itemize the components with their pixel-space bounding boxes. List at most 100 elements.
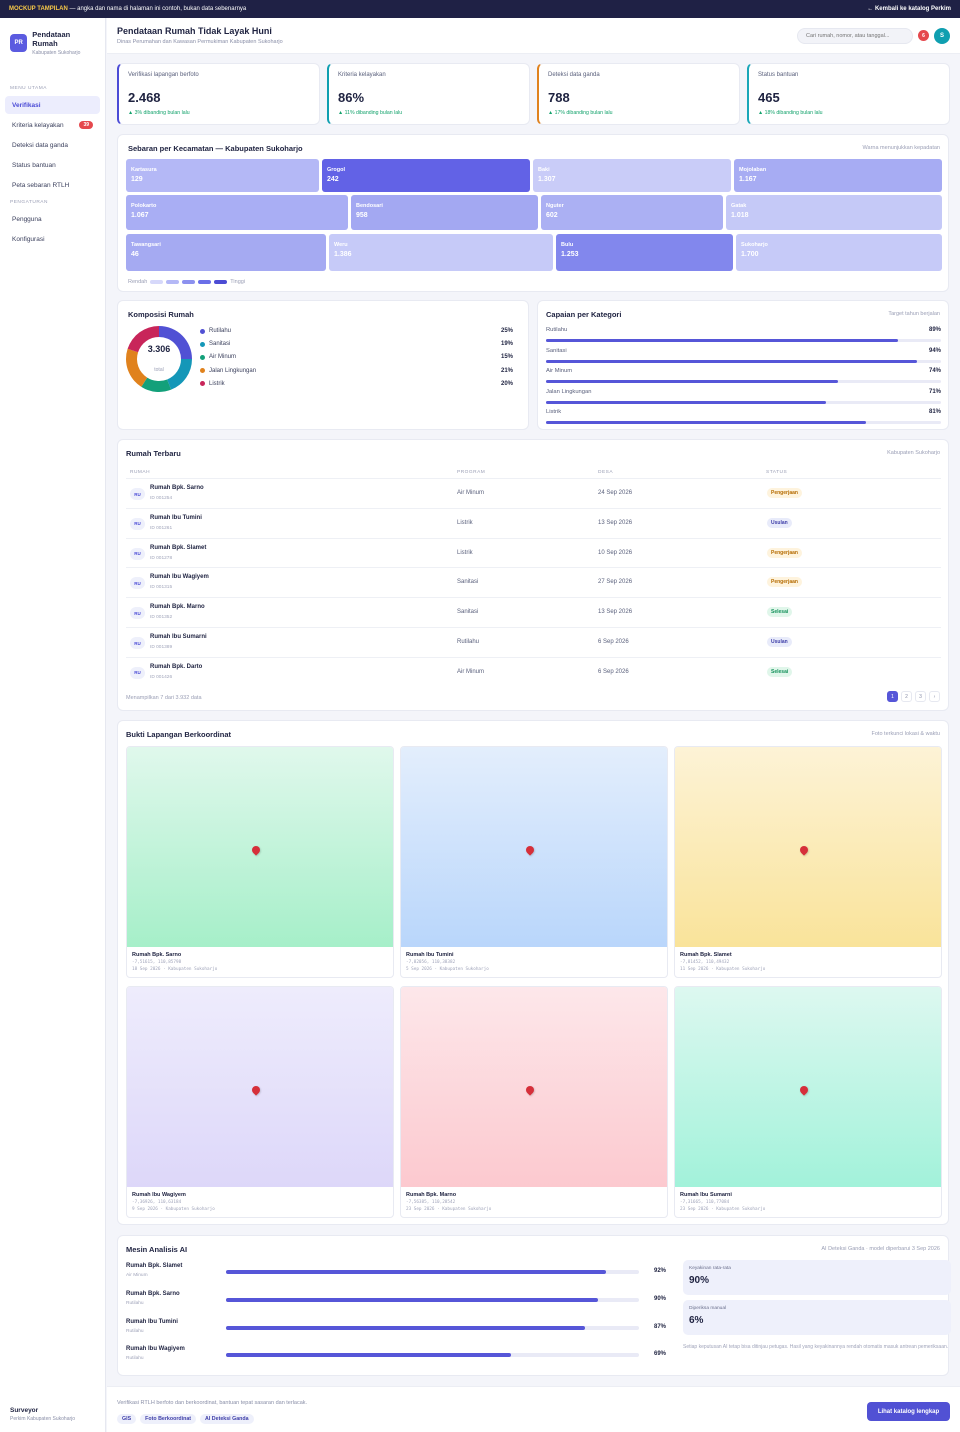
photo-meta: 18 Sep 2026 · Kabupaten Sukoharjo <box>132 967 218 972</box>
field-photo-card[interactable]: Rumah Bpk. Sarno -7,51615, 110,85798 18 Se… <box>126 746 394 978</box>
photo-meta: 9 Sep 2026 · Kabupaten Sukoharjo <box>132 1207 215 1212</box>
photo-title: Rumah Bpk. Slamet <box>680 952 732 958</box>
house-id: ID 001261 <box>150 525 173 531</box>
legend-dot <box>200 341 205 347</box>
feature-chip: Foto Berkoordinat <box>140 1414 197 1424</box>
location-pin-icon <box>798 1084 810 1096</box>
field-photo <box>401 747 667 947</box>
program-cell: Air Minum <box>457 490 485 496</box>
table-row[interactable]: RU Rumah Ibu Tumini ID 001261 Listrik 13 Sep… <box>126 507 941 538</box>
legend-label: Rutilahu <box>209 328 232 334</box>
sidebar-item-peta[interactable]: Peta sebaran RTLH <box>5 176 100 194</box>
field-photo-card[interactable]: Rumah Bpk. Marno -7,56385, 110,28542 23 Se… <box>400 986 668 1218</box>
stat-card-kriteria[interactable]: Kriteria kelayakan 86% ▲ 11% dibanding b… <box>327 63 530 125</box>
sidebar-item-pengguna[interactable]: Pengguna <box>5 210 100 228</box>
sidebar-item-kriteria[interactable]: Kriteria kelayakan 39 <box>5 116 100 134</box>
donut-slice-jalan-lingkungan <box>126 348 148 387</box>
legend-dot <box>200 368 205 374</box>
district-name: Tawangsari <box>131 242 161 248</box>
sidebar-item-label: Konfigurasi <box>12 235 45 243</box>
house-avatar: RU <box>130 547 145 560</box>
back-to-catalog-link[interactable]: ← Kembali ke katalog Perkim <box>867 6 951 12</box>
table-row[interactable]: RU Rumah Ibu Wagiyem ID 001315 Sanitasi 27 S… <box>126 567 941 597</box>
sidebar-item-label: Kriteria kelayakan <box>12 121 64 129</box>
sidebar-item-verifikasi[interactable]: Verifikasi <box>5 96 100 114</box>
page-button[interactable]: 1 <box>887 691 898 702</box>
page-button[interactable]: 3 <box>915 691 926 702</box>
field-photo-card[interactable]: Rumah Ibu Tumini -7,82056, 110,38382 5 Sep… <box>400 746 668 978</box>
district-tile-gatak[interactable]: Gatak 1.018 <box>726 195 942 230</box>
recent-houses-card: Rumah Terbaru Kabupaten Sukoharjo RUMAH … <box>117 439 949 711</box>
legend-percent: 15% <box>500 354 513 361</box>
achievement-percent: 89% <box>928 327 941 333</box>
table-row[interactable]: RU Rumah Bpk. Sarno ID 001254 Air Minum 24 S… <box>126 478 941 508</box>
sidebar-item-konfigurasi[interactable]: Konfigurasi <box>5 230 100 248</box>
ai-disclaimer: Setiap keputusan AI tetap bisa ditinjau … <box>683 1344 949 1350</box>
district-tile-baki[interactable]: Baki 1.307 <box>533 159 731 192</box>
table-row[interactable]: RU Rumah Bpk. Slamet ID 001278 Listrik 10 Se… <box>126 537 941 568</box>
house-avatar: RU <box>130 666 145 679</box>
composition-card: Komposisi Rumah 3.306 total Rutilahu 25% S… <box>117 300 529 430</box>
legend-dot <box>200 381 205 387</box>
search-input[interactable] <box>797 27 913 44</box>
stat-card-verifikasi[interactable]: Verifikasi lapangan berfoto 2.468 ▲ 3% d… <box>117 63 320 125</box>
table-row[interactable]: RU Rumah Bpk. Darto ID 001426 Air Minum 6 Se… <box>126 656 941 687</box>
district-tile-sukoharjo[interactable]: Sukoharjo 1.700 <box>736 234 942 271</box>
district-tile-tawangsari[interactable]: Tawangsari 46 <box>126 234 326 271</box>
table-row[interactable]: RU Rumah Ibu Sumarni ID 001389 Rutilahu 6 Se… <box>126 627 941 657</box>
progress-fill <box>546 339 898 342</box>
stat-card-bantuan[interactable]: Status bantuan 465 ▲ 18% dibanding bulan… <box>747 63 950 125</box>
sidebar-item-deteksi[interactable]: Deteksi data ganda <box>5 136 100 154</box>
photo-caption: Rumah Ibu Tumini -7,82056, 110,38382 5 Sep… <box>401 947 667 977</box>
legend-dot <box>200 354 205 360</box>
district-tile-kartasura[interactable]: Kartasura 129 <box>126 159 319 192</box>
progress-fill <box>546 400 827 404</box>
donut-total: 3.306 <box>147 344 171 354</box>
district-tile-weru[interactable]: Weru 1.386 <box>329 234 553 271</box>
composition-donut-chart <box>126 326 192 392</box>
legend-swatch <box>214 280 228 284</box>
district-count: 1.307 <box>538 176 556 183</box>
house-id: ID 001352 <box>150 615 173 621</box>
ai-category: Rutilahu <box>126 1328 144 1334</box>
treemap-note: Warna menunjukkan kepadatan <box>862 145 940 151</box>
district-tile-nguter[interactable]: Nguter 602 <box>541 195 723 230</box>
avg-confidence-metric: Keyakinan rata-rata 90% <box>683 1260 951 1295</box>
field-photo-card[interactable]: Rumah Bpk. Slamet -7,81452, 110,49432 11 S… <box>674 746 942 978</box>
district-tile-bulu[interactable]: Bulu 1.253 <box>556 234 733 271</box>
achievement-note: Target tahun berjalan <box>888 311 940 317</box>
status-badge: Pengerjaan <box>767 577 802 588</box>
photo-meta: 23 Sep 2026 · Kabupaten Sukoharjo <box>680 1207 766 1212</box>
stat-card-deteksi[interactable]: Deteksi data ganda 788 ▲ 17% dibanding b… <box>537 63 740 125</box>
district-tile-bendosari[interactable]: Bendosari 958 <box>351 195 538 230</box>
achievement-percent: 94% <box>928 347 941 354</box>
date-cell: 24 Sep 2026 <box>598 490 633 496</box>
legend-label: Air Minum <box>209 354 237 361</box>
page-button[interactable]: › <box>929 691 940 702</box>
sidebar-user: Surveyor Perkim Kabupaten Sukoharjo <box>10 1407 75 1422</box>
legend-dot <box>200 328 205 334</box>
notification-badge[interactable]: 6 <box>918 30 929 41</box>
achievement-row: Sanitasi 94% <box>546 348 941 354</box>
catalog-button[interactable]: Lihat katalog lengkap <box>867 1402 950 1421</box>
district-name: Kartasura <box>131 167 157 173</box>
confidence-percent: 90% <box>653 1295 666 1302</box>
page-button[interactable]: 2 <box>901 691 912 702</box>
location-pin-icon <box>524 1084 536 1096</box>
composition-legend-item: Rutilahu 25% <box>200 326 513 336</box>
ai-category: Rutilahu <box>126 1356 144 1362</box>
district-count: 46 <box>131 251 139 258</box>
district-tile-polokarto[interactable]: Polokarto 1.067 <box>126 195 348 230</box>
avatar[interactable]: S <box>934 27 950 44</box>
field-photo-card[interactable]: Rumah Ibu Wagiyem -7,36926, 110,63184 9 Se… <box>126 986 394 1218</box>
confidence-fill <box>226 1297 598 1302</box>
achievement-label: Rutilahu <box>546 327 568 333</box>
confidence-track <box>226 1297 639 1302</box>
table-row[interactable]: RU Rumah Bpk. Marno ID 001352 Sanitasi 13 Se… <box>126 597 941 627</box>
district-count: 958 <box>356 212 368 219</box>
district-tile-grogol[interactable]: Grogol 242 <box>322 159 530 192</box>
district-tile-mojolaban[interactable]: Mojolaban 1.167 <box>734 159 942 192</box>
sidebar-item-status[interactable]: Status bantuan <box>5 156 100 174</box>
location-pin-icon <box>524 844 536 856</box>
field-photo-card[interactable]: Rumah Ibu Sumarni -7,31665, 110,77084 23 S… <box>674 986 942 1218</box>
